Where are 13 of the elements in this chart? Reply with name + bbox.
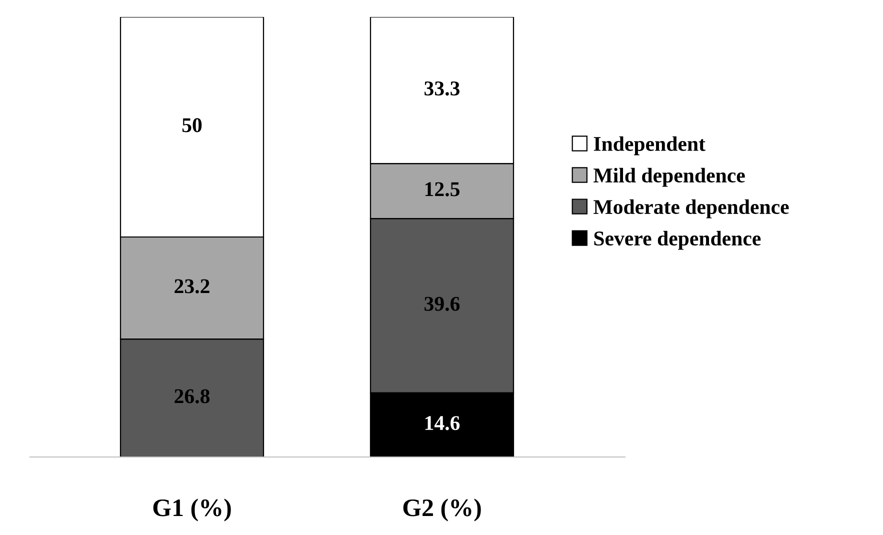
data-label: 50 — [182, 118, 202, 132]
legend-label: Moderate dependence — [594, 199, 789, 218]
data-label: 14.6 — [425, 416, 460, 430]
legend-label: Mild dependence — [594, 168, 745, 187]
data-label: 39.6 — [424, 296, 460, 311]
x-tick-label: G2 (%) — [403, 498, 481, 522]
legend-label: Independent — [594, 136, 706, 156]
data-label: 12.5 — [425, 182, 460, 196]
data-label: 26.8 — [174, 389, 210, 404]
legend-label: Severe dependence — [594, 230, 761, 250]
data-label: 23.2 — [174, 279, 210, 294]
x-tick-label: G1 (%) — [153, 498, 231, 522]
data-label: 33.3 — [424, 81, 460, 96]
